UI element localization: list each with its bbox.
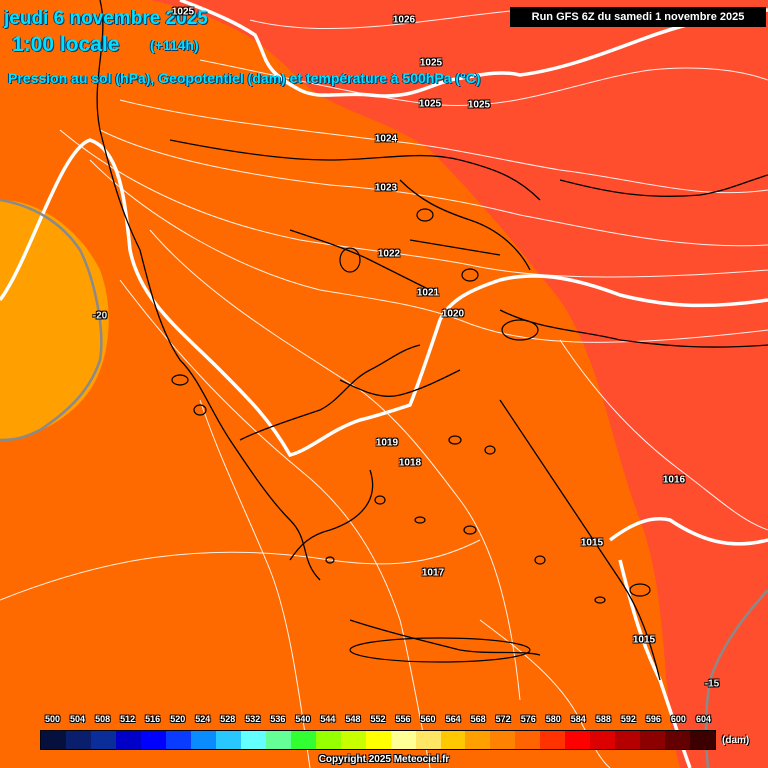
legend-tick-label: 596 [645, 714, 661, 724]
legend-swatch [665, 731, 691, 749]
isobar-label: 1016 [662, 474, 686, 486]
forecast-date: jeudi 6 novembre 2025 [4, 8, 208, 29]
legend-tick-label: 512 [120, 714, 136, 724]
legend-tick-label: 584 [570, 714, 586, 724]
isobar-label: 1015 [580, 537, 604, 549]
legend-swatch [65, 731, 91, 749]
legend-swatch [390, 731, 416, 749]
isotherm-label: -20 [92, 310, 108, 322]
color-legend [40, 730, 716, 750]
legend-tick-label: 540 [295, 714, 311, 724]
legend-tick-label: 568 [470, 714, 486, 724]
isotherm-label: -15 [704, 678, 720, 690]
legend-tick-label: 552 [370, 714, 386, 724]
isobar-label: 1020 [441, 308, 465, 320]
legend-tick-label: 544 [320, 714, 336, 724]
legend-swatch [615, 731, 641, 749]
legend-swatch [165, 731, 191, 749]
legend-tick-label: 536 [270, 714, 286, 724]
legend-tick-label: 504 [70, 714, 86, 724]
isobar-label: 1025 [467, 99, 491, 111]
isobar-label: 1017 [421, 567, 445, 579]
legend-swatch [490, 731, 516, 749]
legend-swatch [290, 731, 316, 749]
legend-tick-label: 580 [545, 714, 561, 724]
isobar-label: 1018 [398, 457, 422, 469]
legend-swatch [540, 731, 566, 749]
legend-tick-label: 520 [170, 714, 186, 724]
legend-swatch [515, 731, 541, 749]
legend-tick-label: 548 [345, 714, 361, 724]
legend-tick-label: 532 [245, 714, 261, 724]
copyright: Copyright 2025 Meteociel.fr [318, 754, 450, 765]
isobar-label: 1019 [375, 437, 399, 449]
legend-swatch [440, 731, 466, 749]
legend-tick-label: 524 [195, 714, 211, 724]
map-subtitle: Pression au sol (hPa), Geopotentiel (dam… [8, 70, 481, 86]
legend-swatch [190, 731, 216, 749]
legend-tick-label: 588 [595, 714, 611, 724]
legend-swatch [215, 731, 241, 749]
legend-unit: (dam) [722, 735, 750, 746]
coastlines [96, 0, 768, 681]
legend-tick-label: 564 [445, 714, 461, 724]
legend-swatch [240, 731, 266, 749]
legend-swatch [340, 731, 366, 749]
legend-tick-label: 528 [220, 714, 236, 724]
legend-swatch [415, 731, 441, 749]
isobar-label: 1021 [416, 287, 440, 299]
legend-tick-label: 572 [495, 714, 511, 724]
islands [171, 208, 651, 663]
legend-tick-label: 592 [620, 714, 636, 724]
legend-tick-label: 604 [695, 714, 711, 724]
isobar-label: 1023 [374, 182, 398, 194]
legend-tick-label: 516 [145, 714, 161, 724]
legend-swatch [365, 731, 391, 749]
legend-tick-label: 576 [520, 714, 536, 724]
isobar-label: 1025 [419, 57, 443, 69]
legend-swatch [590, 731, 616, 749]
forecast-time: 1:00 locale [12, 33, 120, 56]
legend-tick-label: 500 [45, 714, 61, 724]
legend-swatch [90, 731, 116, 749]
legend-tick-label: 556 [395, 714, 411, 724]
isobar-label: 1026 [392, 14, 416, 26]
run-label: Run GFS 6Z du samedi 1 novembre 2025 [510, 7, 766, 27]
legend-tick-label: 560 [420, 714, 436, 724]
legend-swatch [640, 731, 666, 749]
isobar-label: 1022 [377, 248, 401, 260]
isobar-label: 1025 [418, 98, 442, 110]
legend-swatch [465, 731, 491, 749]
legend-tick-label: 508 [95, 714, 111, 724]
legend-swatch [565, 731, 591, 749]
field-568-dam [0, 200, 109, 440]
legend-ticks: 500 504 508 512 516 520 524 528 532 536 540 544 548 5… [40, 714, 716, 728]
legend-swatch [41, 731, 66, 749]
legend-tick-label: 600 [670, 714, 686, 724]
legend-swatch [115, 731, 141, 749]
legend-swatch [140, 731, 166, 749]
isobar-label: 1025 [171, 6, 195, 18]
legend-swatch [315, 731, 341, 749]
isobar-label: 1024 [374, 133, 398, 145]
legend-swatch [265, 731, 291, 749]
forecast-lead: (+114h) [150, 37, 199, 53]
isobar-label: 1015 [632, 634, 656, 646]
legend-swatch [690, 731, 716, 749]
